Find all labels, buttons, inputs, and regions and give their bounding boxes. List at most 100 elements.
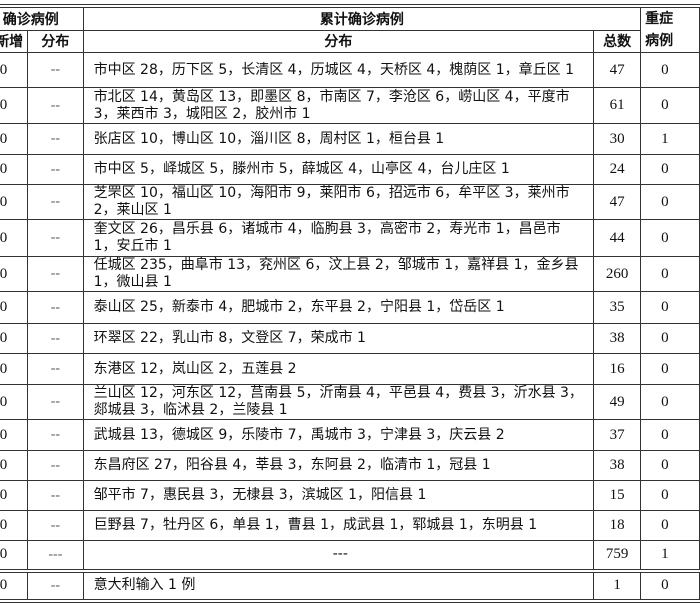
cumulative-distribution-cell: 泰山区 25，新泰市 4，肥城市 2，东平县 2，宁阳县 1，岱岳区 1 [82,291,595,324]
new-count: 0 [0,256,29,292]
header-confirmed: 确诊病例 [0,3,84,31]
cumulative-distribution-cell: 环翠区 22，乳山市 8，文登区 7，荣成市 1 [82,323,595,354]
header-severe-line2: 病例 [645,33,674,49]
severe-count: 0 [640,154,700,185]
table-row: 0 --- --- 759 1 [0,540,700,571]
severe-count: 0 [640,291,700,324]
cumulative-distribution-cell: 巨野县 7，牡丹区 6，单县 1，曹县 1，成武县 1，郓城县 1，东明县 1 [82,510,595,541]
new-count: 0 [0,540,29,571]
severe-count: 0 [640,184,700,220]
table-row: 0 -- 任城区 235，曲阜市 13，兖州区 6，汶上县 2，邹城市 1，嘉祥县 … [0,256,700,292]
severe-count: 0 [640,353,700,385]
header-severe-line1: 重症 [645,11,674,27]
header-cumulative: 累计确诊病例 [82,3,642,31]
new-count: 0 [0,123,29,155]
severe-count: 0 [640,568,700,603]
distribution-cell: -- [27,384,84,420]
cumulative-distribution-cell: 市中区 5，峄城区 5，滕州市 5，薛城区 4，山亭区 4，台儿庄区 1 [82,154,595,185]
total-count: 260 [593,256,642,292]
total-count: 15 [593,480,642,511]
header-cumulative-distribution: 分布 [82,29,595,54]
severe-count: 0 [640,384,700,420]
total-count: 18 [593,510,642,541]
total-count: 38 [593,450,642,481]
new-count: 0 [0,323,29,354]
distribution-cell: -- [27,480,84,511]
distribution-cell: -- [27,323,84,354]
table-row: 0 -- 奎文区 26，昌乐县 6，诸城市 4，临朐县 3，高密市 2，寿光市 1，… [0,219,700,257]
new-count: 0 [0,154,29,185]
new-count: 0 [0,353,29,385]
distribution-cell: -- [27,450,84,481]
distribution-cell: -- [27,87,84,124]
header-total: 总数 [593,29,642,54]
total-count: 35 [593,291,642,324]
cumulative-distribution-cell: 邹平市 7，惠民县 3，无棣县 3，滨城区 1，阳信县 1 [82,480,595,511]
header-distribution: 分布 [27,29,84,54]
case-table-wrapper: 确诊病例 累计确诊病例 重症 病例 新增 分布 分布 总数 0--市中区 28，… [0,3,700,603]
distribution-cell: -- [27,154,84,185]
new-count: 0 [0,384,29,420]
total-count: 16 [593,353,642,385]
total-count: 759 [593,540,642,571]
new-count: 0 [0,480,29,511]
distribution-cell: -- [27,52,84,88]
table-row: 0 -- 市北区 14，黄岛区 13，即墨区 8，市南区 7，李沧区 6，崂山区 4… [0,87,700,124]
distribution-cell: -- [27,256,84,292]
cumulative-distribution-cell: --- [82,540,595,571]
cumulative-distribution-cell: 意大利输入 1 例 [82,568,595,603]
cumulative-distribution-cell: 奎文区 26，昌乐县 6，诸城市 4，临朐县 3，高密市 2，寿光市 1，昌邑市… [82,219,595,257]
distribution-cell: -- [27,419,84,451]
new-count: 0 [0,568,29,603]
table-row: 0 -- 张店区 10，博山区 10，淄川区 8，周村区 1，桓台县 1 30 1 [0,123,700,155]
distribution-cell: -- [27,219,84,257]
cumulative-distribution-cell: 东港区 12，岚山区 2，五莲县 2 [82,353,595,385]
severe-count: 0 [640,219,700,257]
severe-count: 0 [640,419,700,451]
distribution-cell: -- [27,510,84,541]
table-row: 0 -- 东港区 12，岚山区 2，五莲县 2 16 0 [0,353,700,385]
total-count: 44 [593,219,642,257]
case-table: 确诊病例 累计确诊病例 重症 病例 新增 分布 分布 总数 0--市中区 28，… [0,3,700,603]
severe-count: 0 [640,87,700,124]
new-count: 0 [0,184,29,220]
severe-count: 0 [640,52,700,88]
total-count: 47 [593,52,642,88]
table-row: 0 -- 市中区 28，历下区 5，长清区 4，历城区 4，天桥区 4，槐荫区 1，… [0,52,700,88]
total-count: 30 [593,123,642,155]
cumulative-distribution-cell: 市北区 14，黄岛区 13，即墨区 8，市南区 7，李沧区 6，崂山区 4，平度… [82,87,595,124]
distribution-cell: -- [27,123,84,155]
cumulative-distribution-cell: 武城县 13，德城区 9，乐陵市 7，禹城市 3，宁津县 3，庆云县 2 [82,419,595,451]
header-severe: 重症 病例 [640,4,700,53]
total-count: 61 [593,87,642,124]
new-count: 0 [0,510,29,541]
severe-count: 0 [640,256,700,292]
cumulative-distribution-cell: 市中区 28，历下区 5，长清区 4，历城区 4，天桥区 4，槐荫区 1，章丘区… [82,52,595,88]
total-count: 37 [593,419,642,451]
total-count: 47 [593,184,642,220]
total-count: 49 [593,384,642,420]
table-row: 0 -- 巨野县 7，牡丹区 6，单县 1，曹县 1，成武县 1，郓城县 1，东明县… [0,510,700,541]
cumulative-distribution-cell: 兰山区 12，河东区 12，莒南县 5，沂南县 4，平邑县 4，费县 3，沂水县… [82,384,595,420]
severe-count: 0 [640,323,700,354]
table-row: 0 -- 东昌府区 27，阳谷县 4，莘县 3，东阿县 2，临清市 1，冠县 1 38… [0,450,700,481]
new-count: 0 [0,52,29,88]
cumulative-distribution-cell: 张店区 10，博山区 10，淄川区 8，周村区 1，桓台县 1 [82,123,595,155]
cumulative-distribution-cell: 东昌府区 27，阳谷县 4，莘县 3，东阿县 2，临清市 1，冠县 1 [82,450,595,481]
severe-count: 0 [640,510,700,541]
cumulative-distribution-cell: 芝罘区 10，福山区 10，海阳市 9，莱阳市 6，招远市 6，牟平区 3，莱州… [82,184,595,220]
header-new: 新增 [0,29,29,54]
total-count: 24 [593,154,642,185]
severe-count: 1 [640,123,700,155]
severe-count: 0 [640,450,700,481]
table-row: 0 -- 芝罘区 10，福山区 10，海阳市 9，莱阳市 6，招远市 6，牟平区 3… [0,184,700,220]
distribution-cell: --- [27,540,84,571]
table-row: 0 -- 兰山区 12，河东区 12，莒南县 5，沂南县 4，平邑县 4，费县 3，… [0,384,700,420]
table-row: 0 -- 环翠区 22，乳山市 8，文登区 7，荣成市 1 38 0 [0,323,700,354]
new-count: 0 [0,419,29,451]
distribution-cell: -- [27,353,84,385]
